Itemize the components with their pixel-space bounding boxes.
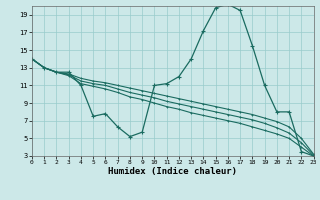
X-axis label: Humidex (Indice chaleur): Humidex (Indice chaleur) [108, 167, 237, 176]
